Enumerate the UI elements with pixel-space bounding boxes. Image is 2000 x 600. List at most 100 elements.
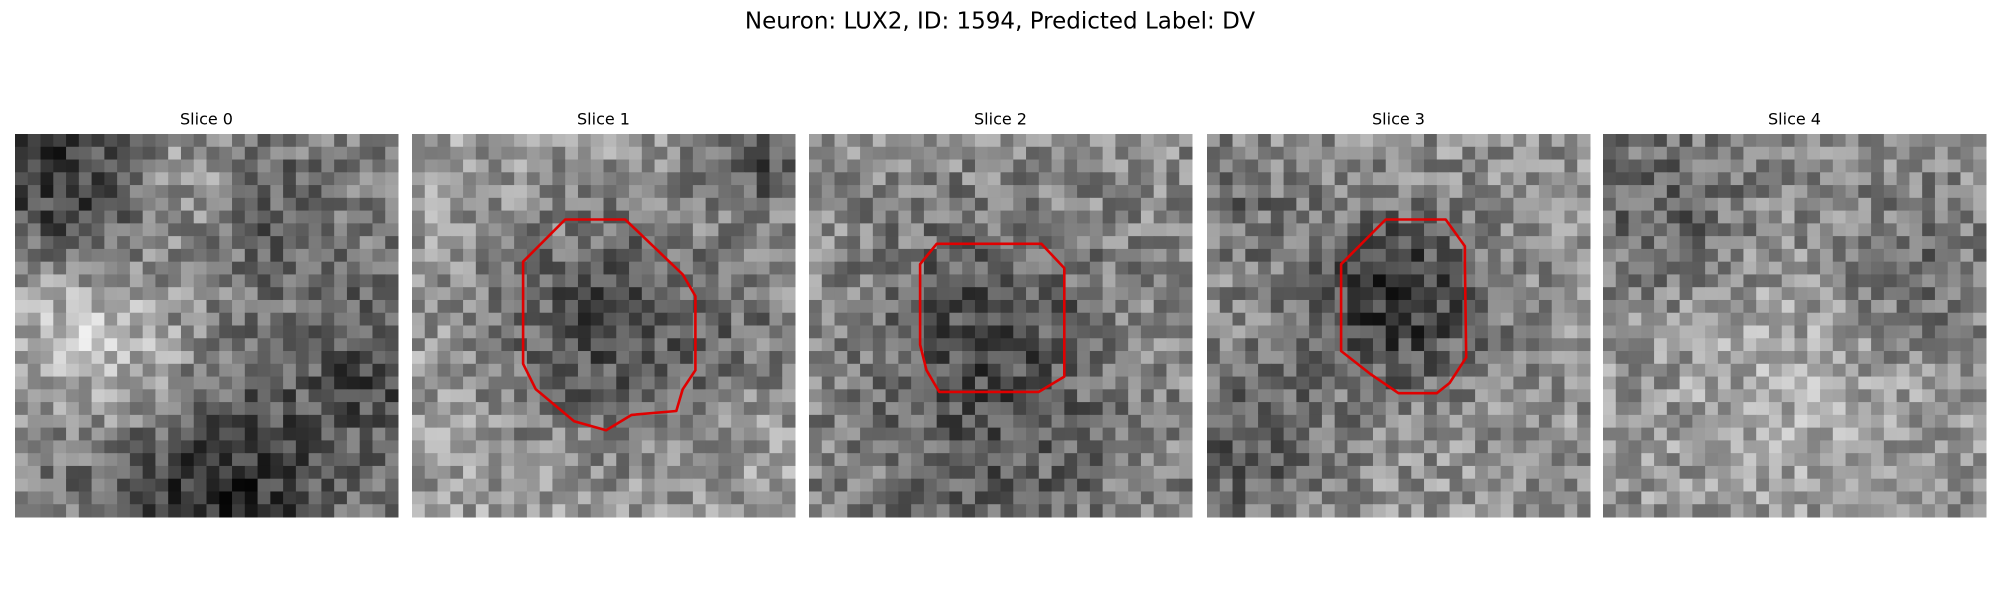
pixel bbox=[270, 236, 284, 250]
pixel bbox=[1179, 389, 1193, 403]
pixel bbox=[974, 504, 989, 518]
pixel bbox=[450, 185, 464, 199]
pixel bbox=[1934, 236, 1949, 250]
pixel bbox=[450, 261, 464, 275]
pixel bbox=[142, 210, 156, 224]
pixel bbox=[1603, 299, 1617, 314]
pixel bbox=[1603, 453, 1617, 467]
pixel bbox=[1781, 414, 1795, 429]
pixel bbox=[1654, 427, 1668, 441]
pixel bbox=[552, 427, 566, 441]
pixel bbox=[911, 159, 925, 173]
pixel bbox=[1538, 478, 1553, 492]
pixel bbox=[577, 351, 592, 365]
pixel bbox=[1654, 465, 1668, 480]
pixel bbox=[1500, 287, 1514, 301]
pixel bbox=[962, 261, 976, 275]
pixel bbox=[1922, 414, 1936, 429]
pixel bbox=[1128, 236, 1142, 250]
pixel bbox=[526, 402, 541, 416]
pixel bbox=[1077, 414, 1091, 429]
pixel bbox=[1347, 338, 1361, 352]
pixel bbox=[155, 248, 169, 263]
pixel bbox=[193, 338, 207, 352]
pixel bbox=[1513, 440, 1527, 454]
pixel bbox=[539, 351, 553, 365]
pixel bbox=[1077, 363, 1091, 378]
pixel bbox=[1128, 146, 1142, 161]
pixel bbox=[1207, 491, 1221, 505]
pixel bbox=[488, 134, 502, 148]
pixel bbox=[412, 440, 426, 454]
pixel bbox=[1628, 223, 1642, 237]
pixel bbox=[1692, 402, 1706, 416]
pixel bbox=[1296, 414, 1310, 429]
pixel bbox=[1000, 440, 1014, 454]
pixel bbox=[193, 414, 207, 429]
pixel bbox=[1283, 236, 1297, 250]
pixel bbox=[641, 312, 656, 326]
pixel bbox=[27, 197, 42, 212]
pixel bbox=[283, 440, 297, 454]
pixel bbox=[936, 325, 950, 339]
pixel bbox=[1743, 351, 1757, 365]
pixel bbox=[667, 351, 681, 365]
pixel bbox=[949, 197, 963, 212]
pixel bbox=[66, 134, 80, 148]
pixel bbox=[782, 440, 796, 454]
pixel bbox=[53, 312, 67, 326]
pixel bbox=[872, 274, 887, 288]
pixel bbox=[206, 159, 220, 173]
pixel bbox=[1794, 248, 1808, 263]
pixel bbox=[1909, 210, 1923, 224]
pixel bbox=[53, 299, 67, 314]
pixel bbox=[321, 491, 335, 505]
pixel bbox=[590, 172, 604, 186]
pixel bbox=[705, 236, 719, 250]
pixel bbox=[104, 185, 118, 199]
pixel bbox=[1000, 210, 1014, 224]
pixel bbox=[180, 299, 195, 314]
pixel bbox=[40, 146, 54, 161]
pixel bbox=[295, 440, 310, 454]
pixel bbox=[53, 402, 67, 416]
pixel bbox=[1064, 363, 1078, 378]
pixel bbox=[1411, 134, 1425, 148]
pixel bbox=[450, 274, 464, 288]
pixel bbox=[321, 287, 335, 301]
pixel bbox=[1411, 236, 1425, 250]
pixel bbox=[1077, 223, 1091, 237]
pixel bbox=[974, 159, 989, 173]
pixel bbox=[1756, 491, 1770, 505]
pixel bbox=[1360, 197, 1374, 212]
pixel bbox=[295, 261, 310, 275]
pixel bbox=[180, 287, 195, 301]
pixel bbox=[219, 389, 233, 403]
pixel bbox=[821, 363, 836, 378]
pixel bbox=[1398, 338, 1412, 352]
pixel bbox=[270, 261, 284, 275]
pixel bbox=[1564, 248, 1578, 263]
pixel bbox=[1641, 351, 1655, 365]
pixel bbox=[1013, 491, 1027, 505]
pixel bbox=[1219, 491, 1234, 505]
pixel bbox=[1947, 427, 1961, 441]
pixel bbox=[155, 185, 169, 199]
pixel bbox=[1115, 351, 1129, 365]
pixel bbox=[1577, 453, 1591, 467]
pixel bbox=[1487, 261, 1502, 275]
pixel bbox=[1883, 299, 1898, 314]
pixel bbox=[936, 491, 950, 505]
pixel bbox=[667, 197, 681, 212]
pixel bbox=[1922, 376, 1936, 390]
pixel bbox=[1309, 351, 1323, 365]
pixel bbox=[1296, 299, 1310, 314]
pixel bbox=[1692, 223, 1706, 237]
pixel bbox=[1153, 376, 1167, 390]
pixel bbox=[1245, 453, 1259, 467]
pixel bbox=[104, 363, 118, 378]
pixel bbox=[1013, 453, 1027, 467]
pixel bbox=[1309, 440, 1323, 454]
pixel bbox=[629, 159, 643, 173]
pixel bbox=[475, 376, 490, 390]
